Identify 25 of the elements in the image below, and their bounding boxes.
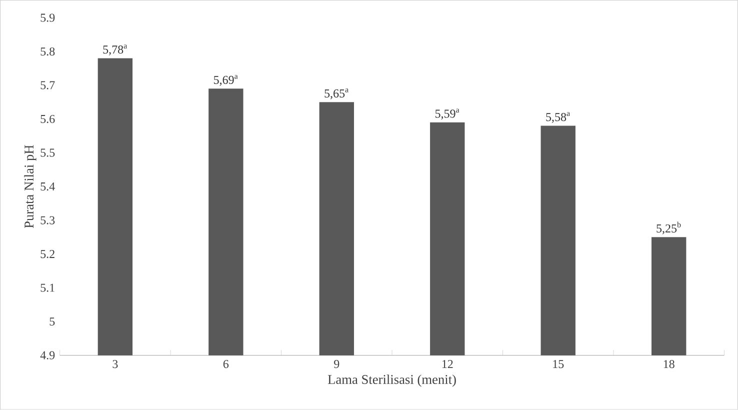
x-tick-label: 6 <box>223 360 229 368</box>
y-tick-label: 5.8 <box>40 48 55 56</box>
y-axis-title: Purata Nilai pH <box>24 145 36 228</box>
y-tick-label: 5.1 <box>40 284 54 292</box>
x-axis-title: Lama Sterilisasi (menit) <box>328 374 456 387</box>
y-tick-label: 5.6 <box>40 115 55 124</box>
x-tick-label: 3 <box>112 360 118 368</box>
y-tick-label: 4.9 <box>40 351 55 360</box>
x-tick-label: 18 <box>664 360 674 368</box>
y-tick-label: 5.4 <box>40 182 55 191</box>
y-tick-label: 5.5 <box>40 148 55 157</box>
y-tick-label: 5.7 <box>40 81 55 90</box>
data-label: 5,58$^{a}$ <box>546 112 570 123</box>
data-label: 5,65$^{a}$ <box>324 88 348 100</box>
data-label: 5,69$^{a}$ <box>214 75 238 86</box>
y-tick-label: 5.9 <box>40 14 55 22</box>
y-tick-label: 5.3 <box>40 216 55 224</box>
y-tick-label: 5.2 <box>40 250 54 258</box>
x-tick-label: 12 <box>442 360 453 368</box>
data-label: 5,59$^{a}$ <box>435 108 460 120</box>
y-tick-label: 5 <box>50 318 55 326</box>
data-label: 5,25$^{b}$ <box>656 222 681 234</box>
x-tick-label: 9 <box>334 360 340 368</box>
data-label: 5,78$^{a}$ <box>103 44 128 56</box>
x-tick-label: 15 <box>553 360 564 368</box>
